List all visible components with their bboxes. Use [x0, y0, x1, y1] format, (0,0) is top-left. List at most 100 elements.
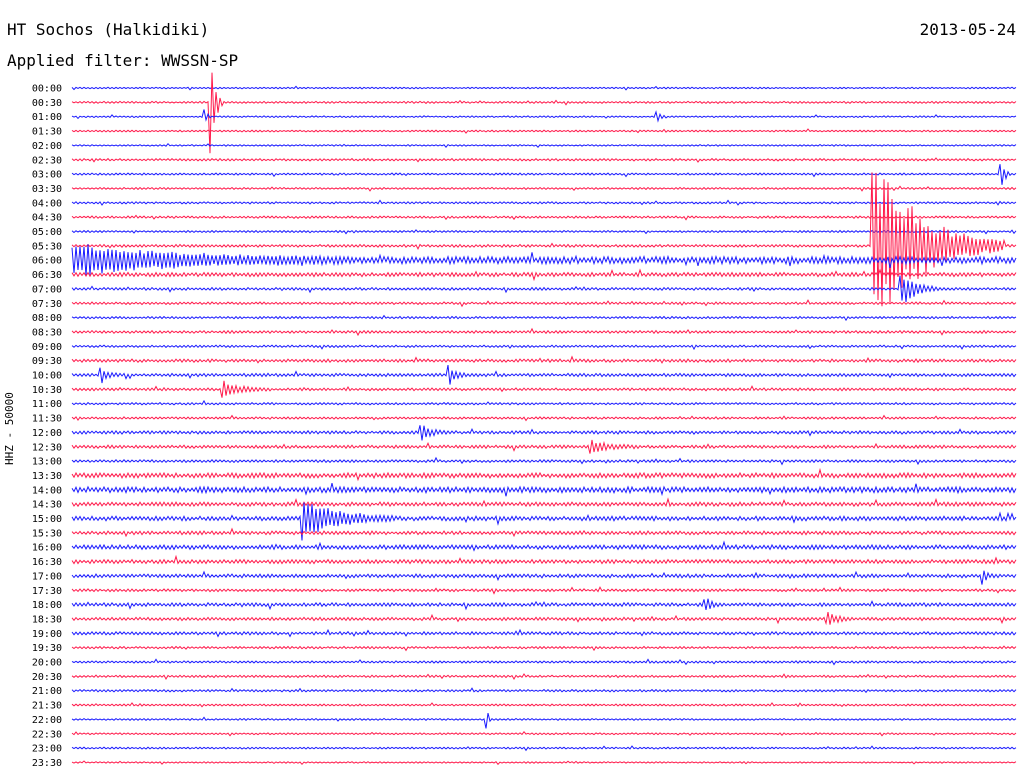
row-time-label: 23:30 — [32, 758, 62, 769]
row-time-label: 17:00 — [32, 571, 62, 582]
row-time-label: 04:00 — [32, 198, 62, 209]
row-time-label: 00:30 — [32, 98, 62, 109]
trace-1700 — [71, 570, 1017, 585]
row-time-label: 02:00 — [32, 141, 62, 152]
row-time-label: 00:00 — [32, 84, 62, 95]
trace-2000 — [71, 658, 1017, 666]
row-time-label: 10:00 — [32, 371, 62, 382]
trace-1030 — [71, 380, 1017, 398]
row-time-label: 12:30 — [32, 442, 62, 453]
trace-1830 — [71, 612, 1017, 626]
row-time-label: 03:30 — [32, 184, 62, 195]
trace-0930 — [71, 355, 1017, 364]
trace-2300 — [71, 745, 1017, 752]
row-time-label: 21:00 — [32, 686, 62, 697]
trace-0500 — [71, 229, 1017, 235]
trace-1430 — [71, 497, 1017, 508]
trace-1730 — [71, 586, 1017, 595]
trace-2200 — [71, 712, 1017, 729]
trace-1200 — [71, 425, 1017, 441]
row-time-label: 03:00 — [32, 170, 62, 181]
row-time-label: 22:30 — [32, 729, 62, 740]
row-time-label: 11:00 — [32, 399, 62, 410]
trace-0330 — [71, 185, 1017, 192]
row-time-label: 15:00 — [32, 514, 62, 525]
trace-2330 — [71, 760, 1017, 766]
row-time-label: 18:00 — [32, 600, 62, 611]
trace-0600 — [71, 244, 1017, 276]
row-time-label: 22:00 — [32, 715, 62, 726]
row-time-label: 21:30 — [32, 701, 62, 712]
trace-0700 — [71, 275, 1017, 303]
trace-1230 — [71, 439, 1017, 454]
trace-2130 — [71, 702, 1017, 708]
row-time-label: 19:00 — [32, 629, 62, 640]
row-time-label: 14:00 — [32, 485, 62, 496]
trace-0100 — [71, 109, 1017, 123]
row-time-label: 01:30 — [32, 127, 62, 138]
trace-0900 — [71, 344, 1017, 351]
trace-0000 — [71, 85, 1017, 91]
trace-1100 — [71, 399, 1017, 406]
trace-2030 — [71, 673, 1017, 681]
row-time-label: 10:30 — [32, 385, 62, 396]
row-time-label: 05:00 — [32, 227, 62, 238]
row-time-label: 05:30 — [32, 241, 62, 252]
row-time-label: 13:30 — [32, 471, 62, 482]
trace-2100 — [71, 687, 1017, 694]
row-time-label: 07:00 — [32, 284, 62, 295]
row-time-label: 09:00 — [32, 342, 62, 353]
trace-0300 — [71, 164, 1017, 185]
trace-0400 — [71, 199, 1017, 206]
row-time-label: 16:30 — [32, 557, 62, 568]
trace-1600 — [71, 540, 1017, 552]
row-time-label: 08:30 — [32, 327, 62, 338]
row-time-label: 08:00 — [32, 313, 62, 324]
trace-1330 — [71, 467, 1017, 482]
trace-0730 — [71, 299, 1017, 308]
trace-0230 — [71, 157, 1017, 163]
row-time-label: 17:30 — [32, 586, 62, 597]
trace-1130 — [71, 414, 1017, 422]
trace-1000 — [71, 365, 1017, 385]
trace-2230 — [71, 731, 1017, 737]
row-time-label: 06:00 — [32, 256, 62, 267]
row-time-label: 01:00 — [32, 112, 62, 123]
trace-0430 — [71, 214, 1017, 221]
row-time-label: 14:30 — [32, 500, 62, 511]
row-time-label: 16:00 — [32, 543, 62, 554]
row-time-label: 12:00 — [32, 428, 62, 439]
row-time-label: 04:30 — [32, 213, 62, 224]
trace-0130 — [71, 128, 1017, 134]
trace-1300 — [71, 456, 1017, 466]
trace-1900 — [71, 628, 1017, 638]
row-time-label: 23:00 — [32, 744, 62, 755]
row-time-label: 19:30 — [32, 643, 62, 654]
row-time-label: 18:30 — [32, 614, 62, 625]
row-time-label: 11:30 — [32, 414, 62, 425]
trace-0630 — [71, 268, 1017, 282]
trace-1930 — [71, 645, 1017, 652]
row-time-label: 06:30 — [32, 270, 62, 281]
row-time-label: 20:30 — [32, 672, 62, 683]
filter-label: Applied filter: WWSSN-SP — [7, 51, 239, 70]
trace-0530 — [71, 172, 1017, 307]
trace-1630 — [71, 554, 1017, 565]
row-time-label: 13:00 — [32, 457, 62, 468]
trace-1800 — [71, 598, 1017, 611]
trace-1400 — [71, 482, 1017, 497]
row-time-label: 09:30 — [32, 356, 62, 367]
row-time-label: 15:30 — [32, 528, 62, 539]
trace-1530 — [71, 527, 1017, 538]
row-time-label: 07:30 — [32, 299, 62, 310]
row-time-label: 20:00 — [32, 658, 62, 669]
row-time-label: 02:30 — [32, 155, 62, 166]
station-title: HT Sochos (Halkidiki) — [7, 20, 210, 39]
trace-0030 — [71, 72, 1017, 154]
trace-0830 — [71, 327, 1017, 337]
trace-0800 — [71, 314, 1017, 322]
trace-0200 — [71, 142, 1017, 148]
trace-1500 — [71, 502, 1017, 541]
date-label: 2013-05-24 — [919, 20, 1016, 39]
